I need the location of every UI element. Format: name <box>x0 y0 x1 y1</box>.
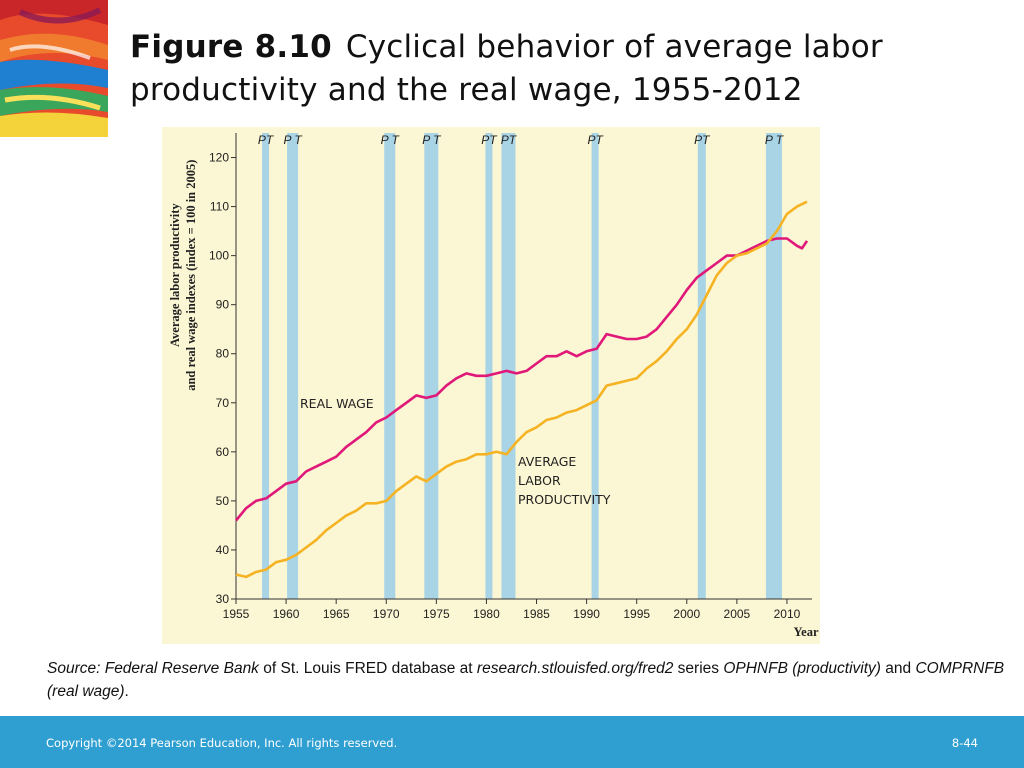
x-tick-label: 1995 <box>623 607 650 621</box>
recession-label: PT <box>694 133 711 147</box>
productivity-annotation: AVERAGE <box>518 454 576 469</box>
chart-panel: 30 40 50 60 70 80 90 100 110 120 1955 1960 1965 1970 1… <box>162 127 820 644</box>
recession-label: P T <box>283 133 303 147</box>
figure-caption: Cyclical behavior of average labor produ… <box>130 29 883 108</box>
decorative-painting-logo <box>0 0 108 137</box>
recession-band <box>501 133 516 599</box>
y-tick-label: 40 <box>216 543 230 557</box>
y-tick-label: 80 <box>216 347 230 361</box>
y-tick-label: 30 <box>216 592 230 606</box>
x-tick-label: 1965 <box>323 607 350 621</box>
y-tick-label: 100 <box>209 249 229 263</box>
productivity-annotation: LABOR <box>518 473 561 488</box>
recession-bands <box>262 133 782 599</box>
line-chart: 30 40 50 60 70 80 90 100 110 120 1955 1960 1965 1970 1… <box>168 133 819 639</box>
source-url: research.stlouisfed.org/fred2 <box>476 660 674 677</box>
y-tick-label: 50 <box>216 494 230 508</box>
recession-band <box>591 133 599 599</box>
source-prefix: Source: Federal Reserve Bank <box>47 660 259 677</box>
y-axis-title-line1: Average labor productivity <box>168 203 182 347</box>
x-tick-label: 1990 <box>573 607 600 621</box>
x-tick-label: 1970 <box>373 607 400 621</box>
recession-label: PT <box>481 133 498 147</box>
x-tick-label: 1975 <box>423 607 450 621</box>
y-tick-label: 120 <box>209 151 229 165</box>
recession-label: PT <box>501 133 518 147</box>
y-tick-label: 90 <box>216 298 230 312</box>
x-tick-label: 1955 <box>223 607 250 621</box>
real-wage-annotation: REAL WAGE <box>300 396 374 411</box>
series-line-real-wage <box>234 237 809 522</box>
recession-band <box>485 133 493 599</box>
series-lines <box>234 200 809 579</box>
x-tick-label: 1960 <box>273 607 300 621</box>
y-tick-label: 60 <box>216 445 230 459</box>
footer-bar: Copyright ©2014 Pearson Education, Inc. … <box>0 716 1024 768</box>
source-series-wage: COMPRNFB (real wage) <box>47 660 1005 700</box>
copyright-text: Copyright ©2014 Pearson Education, Inc. … <box>46 736 398 750</box>
x-tick-label: 1980 <box>473 607 500 621</box>
page-number: 8-44 <box>951 736 978 750</box>
recession-label: P T <box>381 133 401 147</box>
recession-band <box>697 133 706 599</box>
x-tick-label: 2005 <box>724 607 751 621</box>
x-tick-label: 2010 <box>774 607 801 621</box>
recession-band <box>384 133 396 599</box>
slide-title: Figure 8.10 Cyclical behavior of average … <box>130 26 1010 112</box>
x-axis-title: Year <box>794 625 819 639</box>
recession-label: PT <box>587 133 604 147</box>
recession-band <box>287 133 299 599</box>
recession-label: PT <box>258 133 275 147</box>
y-tick-label: 110 <box>210 200 229 214</box>
source-note: Source: Federal Reserve Bank of St. Loui… <box>47 657 1007 703</box>
productivity-annotation: PRODUCTIVITY <box>518 492 611 507</box>
series-line-productivity <box>235 200 808 579</box>
x-tick-label: 1985 <box>523 607 550 621</box>
recession-label: P T <box>765 133 785 147</box>
x-tick-label: 2000 <box>673 607 700 621</box>
source-and: and <box>880 660 916 677</box>
source-series-word: series <box>673 660 724 677</box>
axes: 30 40 50 60 70 80 90 100 110 120 1955 1960 1965 1970 1… <box>209 133 812 621</box>
source-series-productivity: OPHNFB (productivity) <box>723 660 881 677</box>
figure-number: Figure 8.10 <box>130 29 332 65</box>
source-end: . <box>124 683 129 700</box>
y-tick-label: 70 <box>216 396 230 410</box>
y-axis-title-line2: and real wage indexes (index = 100 in 20… <box>184 160 198 391</box>
source-text: of St. Louis FRED database at <box>258 660 477 677</box>
recession-band <box>262 133 270 599</box>
recession-band <box>424 133 439 599</box>
recession-label: P T <box>422 133 442 147</box>
recession-band <box>765 133 782 599</box>
